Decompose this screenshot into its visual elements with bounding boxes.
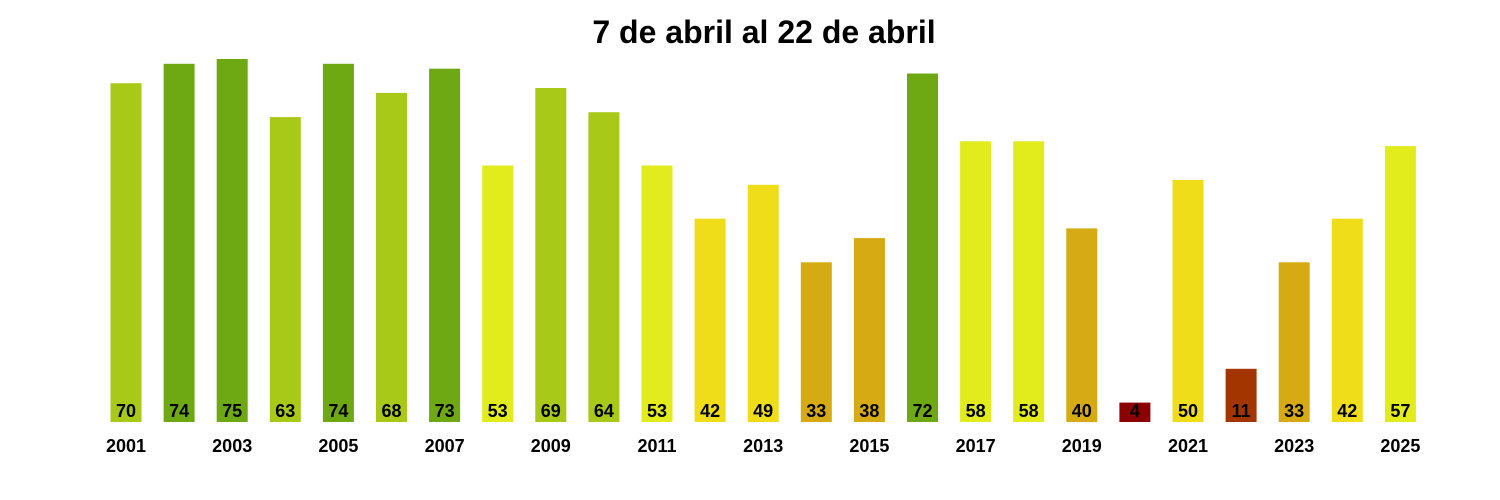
bar-2008 xyxy=(482,165,514,422)
value-label-2021: 50 xyxy=(1178,401,1198,421)
bar-2006 xyxy=(376,92,407,423)
value-label-2015: 38 xyxy=(859,401,879,421)
bar-2011 xyxy=(641,165,673,422)
x-tick-2009: 2009 xyxy=(531,436,571,456)
bar-2001 xyxy=(110,83,142,422)
bar-2013 xyxy=(747,184,779,422)
x-tick-2025: 2025 xyxy=(1380,436,1420,456)
x-tick-2003: 2003 xyxy=(212,436,252,456)
value-label-2010: 64 xyxy=(594,401,614,421)
bar-2025 xyxy=(1384,146,1416,422)
x-tick-2005: 2005 xyxy=(318,436,358,456)
bar-2023 xyxy=(1278,262,1310,422)
bar-2024 xyxy=(1331,218,1363,422)
value-label-2024: 42 xyxy=(1337,401,1357,421)
bar-2002 xyxy=(163,63,195,423)
value-label-2018: 58 xyxy=(1019,401,1039,421)
value-label-2016: 72 xyxy=(912,401,932,421)
bar-2003 xyxy=(216,59,248,422)
value-label-2001: 70 xyxy=(116,401,136,421)
bar-2017 xyxy=(960,141,992,423)
bar-2010 xyxy=(588,112,620,422)
value-label-2013: 49 xyxy=(753,401,773,421)
value-label-2011: 53 xyxy=(647,401,667,421)
bar-2015 xyxy=(853,238,885,422)
bar-2004 xyxy=(269,117,301,422)
value-label-2025: 57 xyxy=(1390,401,1410,421)
value-label-2014: 33 xyxy=(806,401,826,421)
value-label-2005: 74 xyxy=(328,401,348,421)
x-tick-2013: 2013 xyxy=(743,436,783,456)
x-tick-2007: 2007 xyxy=(425,436,465,456)
value-label-2004: 63 xyxy=(275,401,295,421)
x-tick-2023: 2023 xyxy=(1274,436,1314,456)
x-tick-2001: 2001 xyxy=(106,436,146,456)
value-label-2008: 53 xyxy=(488,401,508,421)
bar-2012 xyxy=(694,218,726,422)
x-tick-2015: 2015 xyxy=(849,436,889,456)
bars-group xyxy=(110,59,1416,423)
value-label-2007: 73 xyxy=(435,401,455,421)
x-tick-2011: 2011 xyxy=(637,436,676,456)
value-label-2017: 58 xyxy=(966,401,986,421)
bar-2014 xyxy=(800,262,832,422)
chart-title: 7 de abril al 22 de abril xyxy=(592,14,935,50)
bar-2020 xyxy=(1119,402,1151,422)
bar-2022 xyxy=(1225,368,1257,422)
bar-2018 xyxy=(1013,141,1045,423)
bar-2007 xyxy=(429,68,461,422)
value-label-2003: 75 xyxy=(222,401,242,421)
bar-2016 xyxy=(907,73,938,422)
bar-2021 xyxy=(1172,180,1204,422)
x-tick-2019: 2019 xyxy=(1062,436,1102,456)
bar-2019 xyxy=(1066,228,1098,422)
value-label-2019: 40 xyxy=(1072,401,1092,421)
x-tick-2017: 2017 xyxy=(956,436,996,456)
value-label-2012: 42 xyxy=(700,401,720,421)
value-labels-group: 70 74 75 63 74 68 73 53 69 64 53 42 49 33 38 72 58 58 40 4 5… xyxy=(116,401,1410,421)
x-tick-2021: 2021 xyxy=(1168,436,1208,456)
value-label-2020: 4 xyxy=(1130,401,1140,421)
value-label-2006: 68 xyxy=(381,401,401,421)
value-label-2023: 33 xyxy=(1284,401,1304,421)
value-label-2022: 11 xyxy=(1232,401,1251,421)
bar-2009 xyxy=(535,88,567,422)
bar-2005 xyxy=(322,63,354,423)
value-label-2009: 69 xyxy=(541,401,561,421)
value-label-2002: 74 xyxy=(169,401,189,421)
x-axis-ticks-group: 2001 2003 2005 2007 2009 2011 2013 2015 2017 2019… xyxy=(106,436,1420,456)
